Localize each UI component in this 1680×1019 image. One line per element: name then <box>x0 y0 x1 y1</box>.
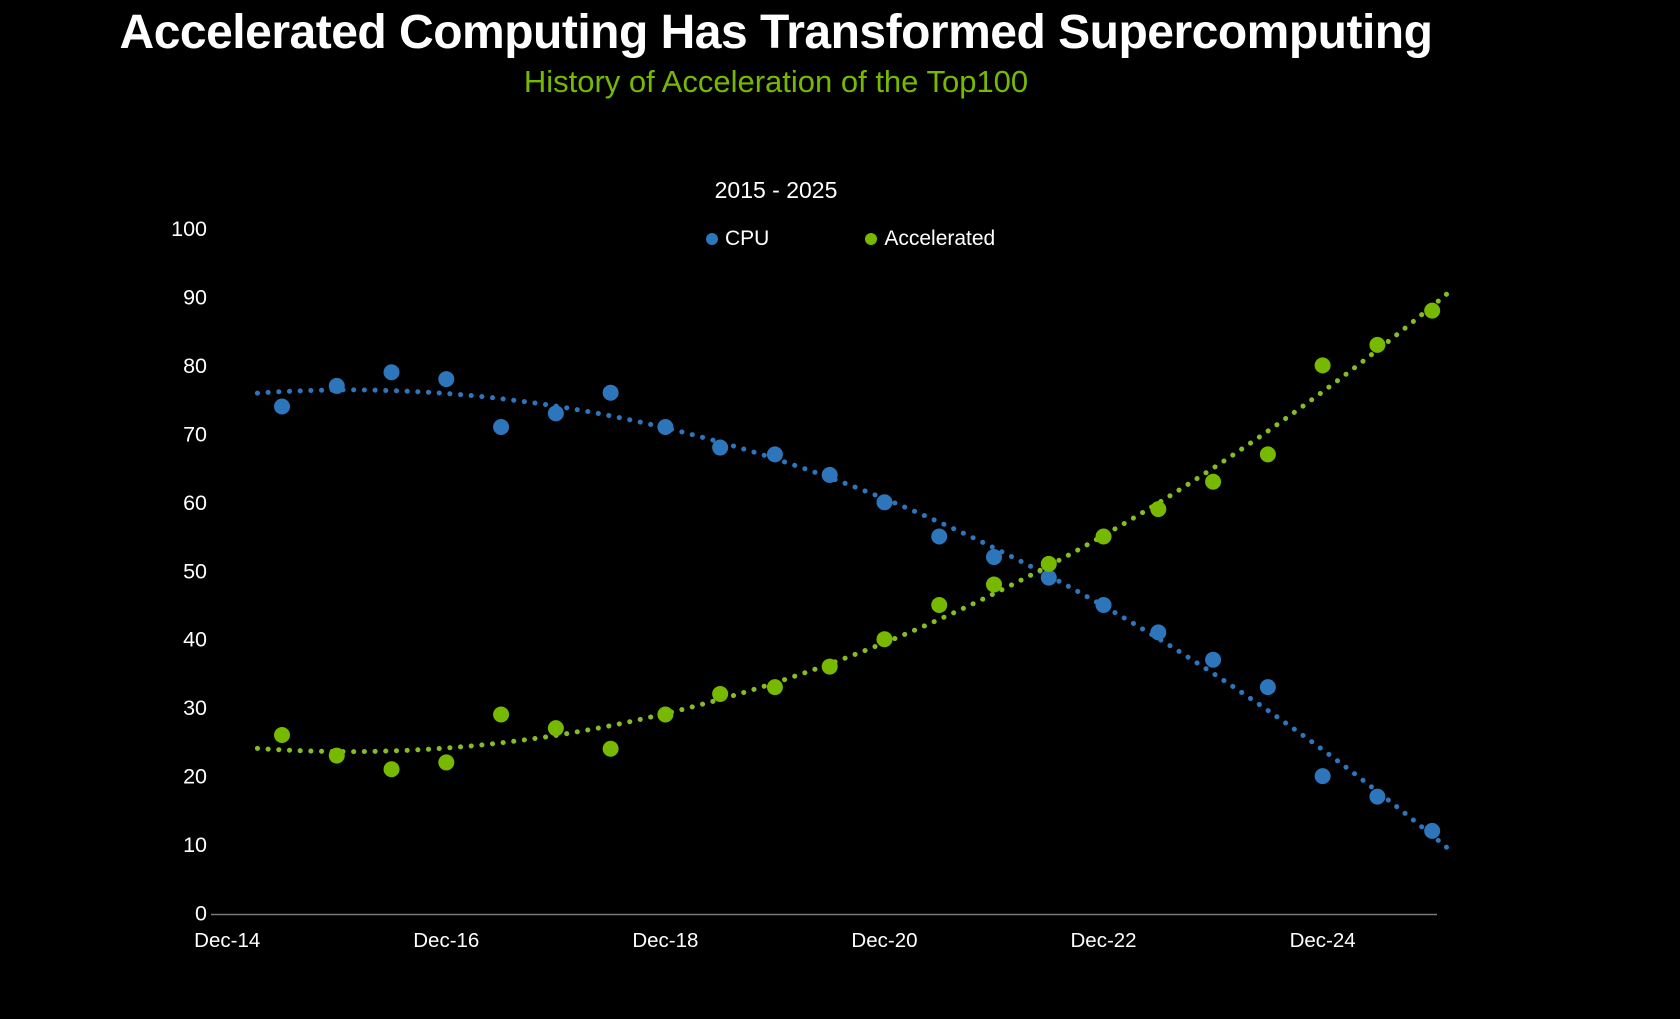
data-point-cpu <box>1205 651 1222 668</box>
x-tick-label: Dec-14 <box>194 929 260 952</box>
y-tick-label: 10 <box>183 833 207 857</box>
data-point-accelerated <box>1150 501 1167 518</box>
data-point-cpu <box>876 494 893 511</box>
data-point-cpu <box>1314 768 1331 785</box>
y-tick-label: 70 <box>183 422 207 446</box>
trendline-cpu <box>254 387 1452 852</box>
data-point-accelerated <box>712 685 729 702</box>
y-tick-label: 40 <box>183 628 207 652</box>
x-axis-labels: Dec-14 Dec-16 Dec-18 Dec-20 Dec-22 Dec-24 <box>194 929 1355 952</box>
data-point-accelerated <box>766 679 783 696</box>
data-point-accelerated <box>438 754 455 771</box>
data-point-accelerated <box>1040 555 1057 572</box>
data-point-cpu <box>493 419 510 436</box>
legend-label-cpu: CPU <box>725 227 770 250</box>
data-point-cpu <box>547 405 564 422</box>
data-point-cpu <box>931 528 948 545</box>
legend-item-accelerated: Accelerated <box>865 228 995 250</box>
data-point-cpu <box>383 364 400 381</box>
data-point-accelerated <box>602 740 619 757</box>
chart-range-label: 2015 - 2025 <box>714 177 838 203</box>
x-tick-label: Dec-24 <box>1290 929 1356 952</box>
data-point-cpu <box>1259 679 1276 696</box>
data-point-accelerated <box>821 658 838 675</box>
x-tick-label: Dec-18 <box>632 929 698 952</box>
data-point-accelerated <box>1259 446 1276 463</box>
data-point-cpu <box>766 446 783 463</box>
data-point-cpu <box>274 398 290 415</box>
y-tick-label: 90 <box>183 285 207 309</box>
accelerated-legend-dot-icon <box>865 233 878 245</box>
y-tick-label: 20 <box>183 765 207 789</box>
data-point-cpu <box>438 371 455 388</box>
data-point-cpu <box>602 384 619 401</box>
x-tick-label: Dec-20 <box>851 929 917 952</box>
data-point-cpu <box>986 549 1003 566</box>
data-point-cpu <box>328 377 345 394</box>
data-point-accelerated <box>274 727 290 744</box>
cpu-legend-dot-icon <box>706 233 718 245</box>
y-tick-label: 30 <box>183 696 207 720</box>
data-point-accelerated <box>1369 336 1386 353</box>
y-tick-label: 0 <box>195 902 207 926</box>
data-point-cpu <box>1150 624 1167 641</box>
y-tick-label: 100 <box>171 217 207 241</box>
data-point-accelerated <box>1095 528 1112 545</box>
data-point-accelerated <box>931 596 948 613</box>
page-title: Accelerated Computing Has Transformed Su… <box>119 6 1433 59</box>
x-tick-label: Dec-16 <box>413 929 479 952</box>
y-tick-label: 50 <box>183 559 207 583</box>
y-tick-label: 80 <box>183 354 207 378</box>
x-tick-label: Dec-22 <box>1071 929 1137 952</box>
data-point-cpu <box>1424 822 1441 839</box>
data-point-cpu <box>1040 569 1057 586</box>
data-point-accelerated <box>328 747 345 764</box>
data-point-accelerated <box>1424 302 1441 319</box>
data-point-cpu <box>1095 596 1112 613</box>
y-axis-labels: 0 10 20 30 40 50 60 70 80 90 100 <box>171 217 207 926</box>
legend-item-cpu: CPU <box>706 228 769 250</box>
data-point-accelerated <box>547 720 564 737</box>
trendline-accelerated <box>254 290 1452 755</box>
chart-legend: CPU Accelerated <box>706 228 995 250</box>
data-point-accelerated <box>1314 357 1331 374</box>
points-cpu <box>274 364 1441 839</box>
data-point-cpu <box>657 419 674 436</box>
data-point-cpu <box>712 439 729 456</box>
data-point-cpu <box>821 466 838 483</box>
legend-label-accelerated: Accelerated <box>884 227 996 250</box>
y-tick-label: 60 <box>183 491 207 515</box>
data-point-accelerated <box>383 761 400 778</box>
points-accelerated <box>274 302 1441 778</box>
data-point-accelerated <box>876 631 893 648</box>
data-point-accelerated <box>986 576 1003 593</box>
data-point-accelerated <box>657 706 674 723</box>
data-point-accelerated <box>493 706 510 723</box>
data-point-accelerated <box>1205 473 1222 490</box>
page-subtitle: History of Acceleration of the Top100 <box>523 64 1029 99</box>
data-point-cpu <box>1369 788 1386 805</box>
